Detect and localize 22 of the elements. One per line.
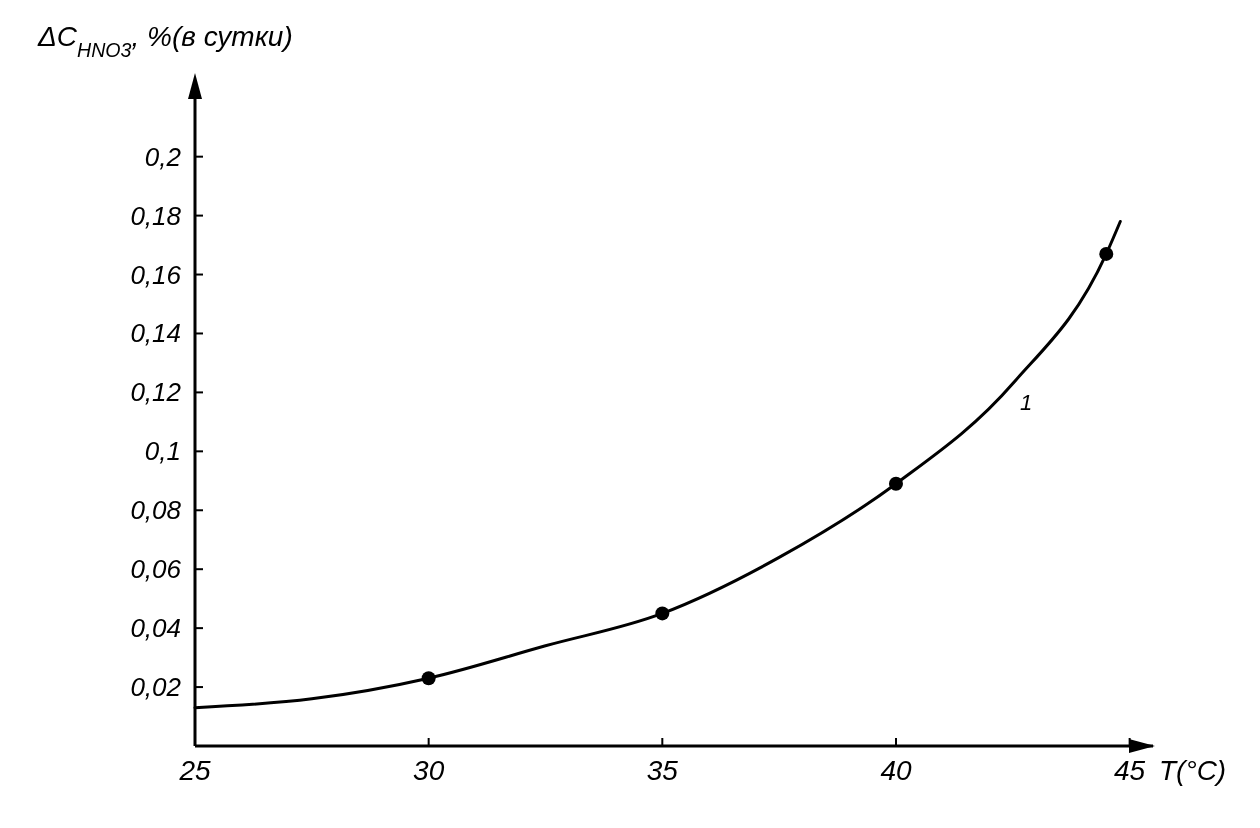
y-tick-label: 0,2 — [144, 141, 182, 172]
x-tick-label: 35 — [646, 755, 679, 786]
point — [421, 671, 436, 686]
point — [888, 476, 903, 491]
y-tick-label: 0,14 — [130, 318, 181, 349]
x-tick-label: 45 — [1114, 755, 1146, 786]
y-axis-title: ΔC$_{HNO3}$, %(в сутки) — [37, 21, 293, 61]
y-tick-label: 0,04 — [130, 613, 181, 644]
x-tick-label: 40 — [880, 755, 912, 786]
x-tick-label: 30 — [413, 755, 445, 786]
point — [1099, 246, 1114, 261]
y-tick-label: 0,06 — [130, 554, 182, 585]
x-axis-title: T(°C) — [1159, 755, 1227, 786]
y-tick-label: 0,08 — [130, 495, 182, 526]
point — [655, 606, 670, 621]
annotation: 1 — [1020, 390, 1033, 415]
y-tick-label: 0,12 — [130, 377, 182, 408]
x-tick-label: 25 — [178, 755, 211, 786]
y-tick-label: 0,1 — [144, 436, 181, 467]
y-tick-label: 0,02 — [130, 672, 182, 703]
y-tick-label: 0,18 — [130, 200, 182, 231]
y-tick-label: 0,16 — [130, 259, 182, 290]
